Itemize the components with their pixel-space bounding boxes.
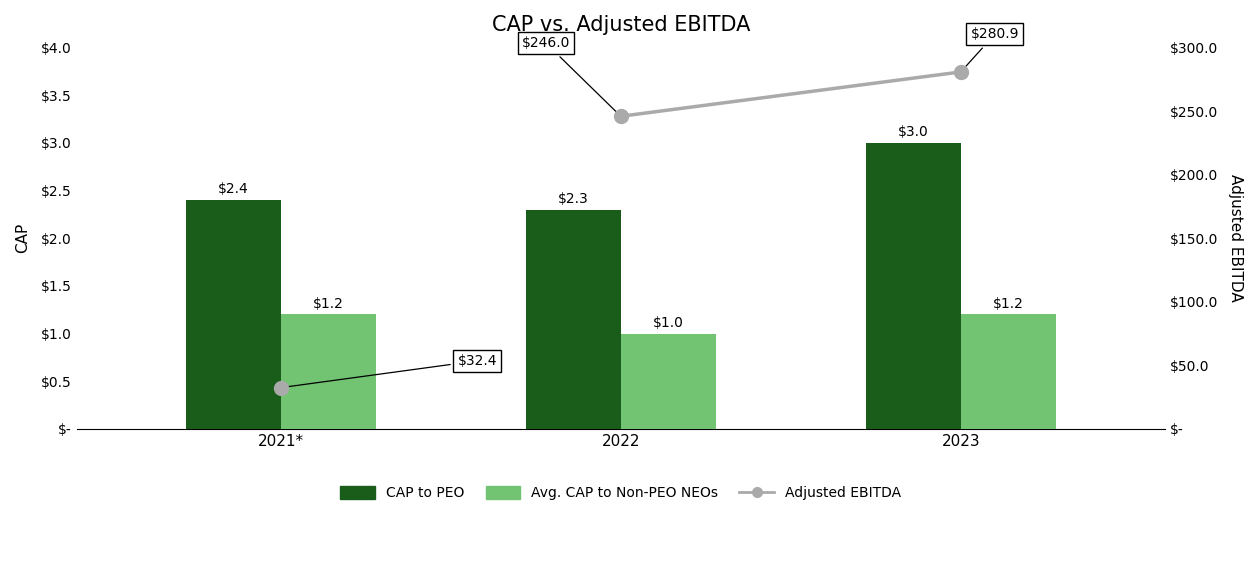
Text: $32.4: $32.4 xyxy=(283,354,497,387)
Adjusted EBITDA xyxy=(954,69,969,76)
Text: $246.0: $246.0 xyxy=(522,36,619,114)
Y-axis label: CAP: CAP xyxy=(15,223,30,253)
Bar xyxy=(620,333,716,429)
Bar xyxy=(866,143,961,429)
Text: $2.4: $2.4 xyxy=(218,182,249,196)
Bar xyxy=(281,314,376,429)
Title: CAP vs. Adjusted EBITDA: CAP vs. Adjusted EBITDA xyxy=(492,15,750,35)
Text: $1.2: $1.2 xyxy=(313,297,343,311)
Text: $280.9: $280.9 xyxy=(962,27,1019,70)
Text: $1.0: $1.0 xyxy=(653,315,684,329)
Adjusted EBITDA xyxy=(613,113,628,120)
Text: $3.0: $3.0 xyxy=(898,125,928,139)
Bar xyxy=(186,200,281,429)
Bar xyxy=(526,210,620,429)
Line: Adjusted EBITDA: Adjusted EBITDA xyxy=(614,65,967,123)
Bar xyxy=(961,314,1055,429)
Legend: CAP to PEO, Avg. CAP to Non-PEO NEOs, Adjusted EBITDA: CAP to PEO, Avg. CAP to Non-PEO NEOs, Ad… xyxy=(335,481,907,506)
Text: $1.2: $1.2 xyxy=(993,297,1024,311)
Text: $2.3: $2.3 xyxy=(557,192,589,206)
Y-axis label: Adjusted EBITDA: Adjusted EBITDA xyxy=(1228,175,1243,302)
